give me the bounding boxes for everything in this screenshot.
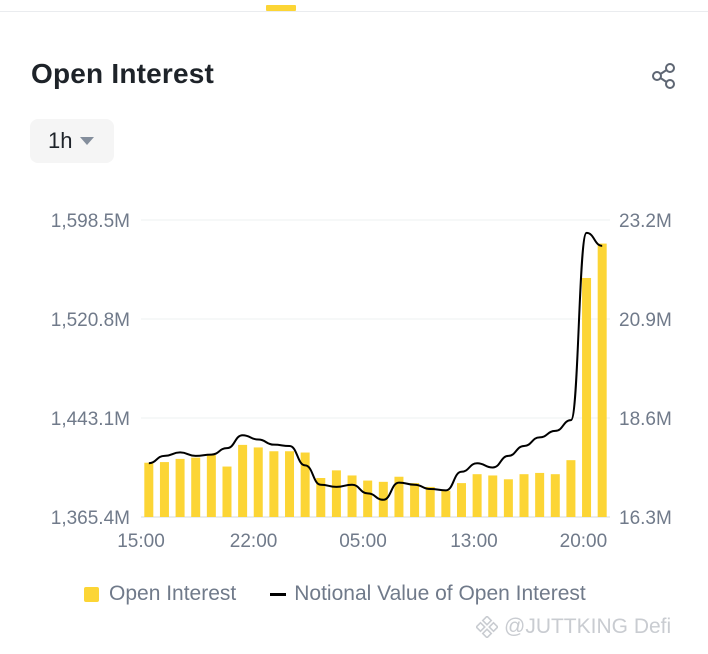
open-interest-chart: 1,598.5M 23.2M 1,520.8M 20.9M 1,443.1M 18.6M 1… bbox=[51, 211, 672, 552]
interval-selected: 1h bbox=[48, 128, 73, 153]
notional-value-line bbox=[148, 231, 603, 501]
x-tick-label: 13:00 bbox=[450, 531, 498, 552]
bar bbox=[503, 479, 513, 517]
bar bbox=[316, 478, 326, 517]
bar bbox=[285, 451, 295, 517]
bar bbox=[300, 452, 310, 517]
y-left-tick-label: 1,365.4M bbox=[51, 508, 130, 529]
x-tick-label: 15:00 bbox=[117, 531, 165, 552]
watermark: @JUTTKING Defi bbox=[476, 615, 671, 639]
bar bbox=[144, 462, 154, 517]
bar bbox=[347, 475, 357, 517]
bar bbox=[253, 447, 263, 517]
bar bbox=[582, 277, 592, 517]
legend-item-open-interest[interactable]: Open Interest bbox=[84, 582, 236, 606]
bar bbox=[472, 474, 482, 517]
bar bbox=[488, 475, 498, 517]
binance-logo-icon bbox=[476, 616, 498, 638]
page-title: Open Interest bbox=[31, 58, 215, 89]
bar bbox=[394, 476, 404, 517]
share-icon[interactable] bbox=[648, 60, 680, 92]
chart-legend: Open Interest Notional Value of Open Int… bbox=[84, 582, 586, 606]
y-left-tick-label: 1,520.8M bbox=[51, 310, 130, 331]
bar bbox=[456, 483, 466, 517]
y-right-tick-label: 23.2M bbox=[619, 211, 672, 232]
bar bbox=[597, 243, 607, 518]
legend-bar-swatch bbox=[84, 586, 99, 602]
legend-label-notional-value: Notional Value of Open Interest bbox=[294, 582, 586, 605]
bar bbox=[425, 486, 435, 517]
bar bbox=[566, 460, 576, 517]
bar bbox=[535, 472, 545, 517]
watermark-text: @JUTTKING Defi bbox=[504, 615, 672, 638]
bar bbox=[238, 444, 248, 517]
y-right-tick-label: 16.3M bbox=[619, 508, 672, 529]
legend-label-open-interest: Open Interest bbox=[109, 582, 237, 605]
y-left-tick-label: 1,443.1M bbox=[51, 409, 130, 430]
y-right-tick-label: 18.6M bbox=[619, 409, 672, 430]
bar bbox=[331, 470, 341, 517]
legend-item-notional-value[interactable]: Notional Value of Open Interest bbox=[236, 582, 586, 606]
bar bbox=[159, 462, 169, 517]
interval-dropdown[interactable]: 1h bbox=[30, 119, 114, 163]
active-tab-indicator bbox=[266, 5, 296, 11]
caret-down-icon bbox=[80, 137, 95, 145]
bar bbox=[206, 455, 216, 517]
x-tick-label: 20:00 bbox=[560, 531, 608, 552]
bar bbox=[550, 474, 560, 517]
legend-line-swatch bbox=[270, 592, 287, 596]
x-tick-label: 05:00 bbox=[339, 531, 387, 552]
bar bbox=[363, 480, 373, 517]
y-right-tick-label: 20.9M bbox=[619, 310, 672, 331]
bar bbox=[191, 457, 201, 517]
bar bbox=[175, 458, 185, 517]
bar bbox=[269, 451, 279, 517]
y-left-tick-label: 1,598.5M bbox=[51, 211, 130, 232]
bar bbox=[441, 490, 451, 517]
bar bbox=[410, 483, 420, 517]
bar bbox=[222, 466, 232, 517]
top-divider bbox=[0, 11, 708, 12]
bar bbox=[519, 474, 529, 517]
x-tick-label: 22:00 bbox=[230, 531, 278, 552]
